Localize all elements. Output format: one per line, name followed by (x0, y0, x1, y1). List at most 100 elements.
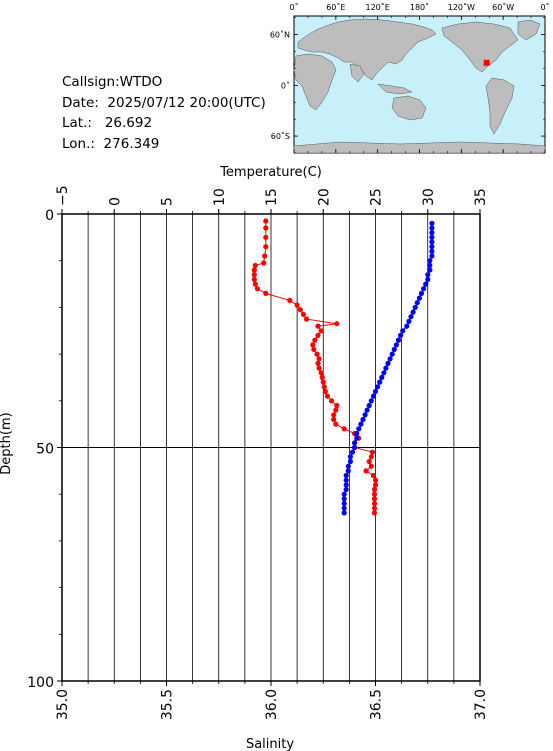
map-lon-label: 120˚W (448, 2, 475, 12)
south-america-land (485, 77, 515, 135)
salinity-point (418, 290, 425, 296)
temperature-point (366, 458, 372, 465)
temperature-point (263, 225, 269, 231)
temperature-point (318, 328, 324, 334)
temperature-point (341, 426, 347, 432)
salinity-point (429, 244, 435, 250)
temperature-point (261, 260, 267, 266)
salinity-point (345, 468, 351, 474)
map-lon-label: 0˚ (540, 2, 549, 12)
temperature-point (312, 337, 318, 343)
temperature-point (333, 407, 339, 413)
salinity-point (349, 449, 356, 455)
salinity-point (387, 356, 393, 362)
lon-label: Lon.: (62, 135, 95, 152)
salinity-point (358, 421, 364, 427)
map-lat-label: 60˚S (271, 131, 290, 141)
temperature-point (262, 253, 268, 259)
salinity-point (366, 402, 372, 409)
salinity-point (354, 430, 360, 437)
australia-land (391, 95, 427, 121)
temperature-point (263, 218, 269, 224)
salinity-point (429, 234, 435, 240)
lon-line: Lon.: 276.349 (62, 134, 266, 155)
salinity-tick-label: 36.0 (264, 689, 280, 720)
depth-tick-label: 50 (36, 442, 54, 458)
temperature-tick-label: 0 (107, 197, 123, 206)
temperature-point (363, 468, 369, 474)
temperature-point (263, 234, 269, 240)
lat-value: 26.692 (104, 115, 153, 131)
station-info: Callsign:WTDO Date: 2025/07/12 20:00(UTC… (62, 72, 266, 154)
salinity-point (354, 435, 360, 441)
salinity-point (372, 388, 379, 395)
salinity-axis-ticks: 35.0 35.5 36.0 36.5 37.0 (55, 681, 489, 720)
salinity-point (360, 416, 366, 423)
map-lat-label: 0˚ (281, 80, 290, 90)
salinity-point (398, 332, 404, 338)
salinity-point (347, 454, 353, 460)
salinity-point (368, 398, 374, 404)
salinity-point (389, 351, 395, 357)
salinity-point (429, 239, 435, 245)
callsign-label: Callsign: (62, 74, 120, 90)
lat-label: Lat.: (62, 115, 92, 131)
map-lon-label: 120˚E (366, 2, 390, 12)
temperature-point (371, 496, 378, 502)
temperature-tick-label: 35 (473, 188, 489, 206)
temperature-point (368, 454, 374, 460)
salinity-point (427, 267, 433, 273)
temperature-point (371, 505, 378, 511)
temperature-point (252, 281, 258, 287)
temperature-point (371, 500, 378, 507)
india-land (349, 63, 365, 83)
salinity-axis-title: Salinity (246, 737, 294, 751)
salinity-point (379, 374, 385, 380)
salinity-point (400, 328, 406, 334)
temperature-point (368, 463, 374, 469)
greenland-land (517, 19, 541, 41)
map-lon-label: 0˚ (289, 2, 298, 12)
salinity-point (395, 337, 402, 343)
temperature-point (303, 316, 310, 322)
temperature-point (311, 346, 317, 352)
temperature-point (324, 393, 330, 399)
temperature-point (331, 416, 337, 423)
depth-tick-label: 0 (45, 208, 54, 224)
lon-value: 276.349 (103, 135, 160, 152)
salinity-point (352, 444, 358, 451)
salinity-tick-label: 37.0 (473, 689, 489, 720)
map-graticule (293, 16, 546, 154)
map-landmasses (293, 18, 546, 154)
salinity-point (416, 295, 422, 301)
salinity-point (343, 472, 349, 479)
salinity-point (427, 262, 433, 268)
salinity-point (343, 482, 349, 488)
salinity-point (385, 360, 391, 366)
temperature-point (321, 384, 327, 390)
salinity-point (341, 496, 347, 502)
salinity-point (423, 281, 429, 287)
salinity-point (341, 510, 347, 516)
map-lat-label: 60˚N (270, 30, 290, 40)
temperature-tick-label: 20 (316, 188, 332, 206)
temperature-point (372, 482, 379, 488)
salinity-point (429, 230, 435, 236)
depth-axis-ticks: 0 50 100 (27, 208, 62, 691)
salinity-point (425, 272, 431, 278)
temperature-point (371, 491, 378, 497)
salinity-point (341, 505, 347, 511)
temperature-point (370, 472, 376, 479)
temperature-point (333, 421, 339, 427)
salinity-point (343, 486, 349, 493)
series-layer (251, 218, 435, 516)
salinity-point (427, 258, 433, 264)
temperature-point (371, 510, 378, 516)
salinity-point (391, 346, 397, 352)
temperature-point (315, 323, 321, 329)
temperature-point (251, 267, 257, 273)
temperature-point (315, 332, 321, 338)
temperature-point (251, 272, 257, 278)
callsign-value: WTDO (119, 74, 163, 90)
temperature-point (320, 379, 326, 385)
